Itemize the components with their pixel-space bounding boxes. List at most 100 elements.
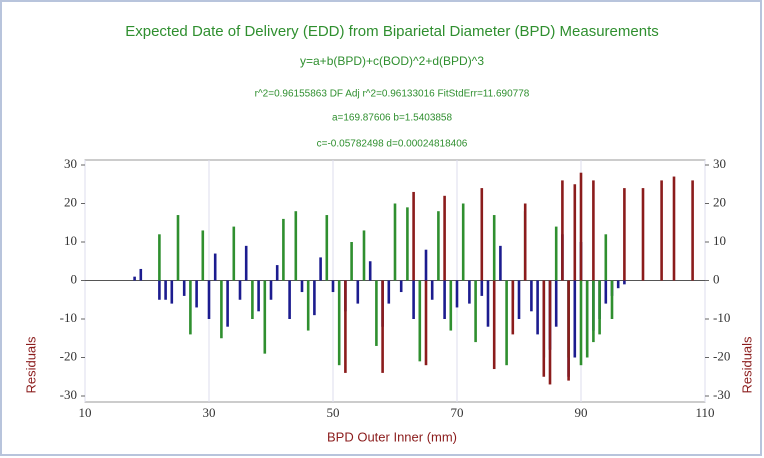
residual-bar — [189, 280, 192, 335]
y-tick-label: 10 — [64, 233, 77, 248]
residual-bar — [430, 280, 434, 300]
residual-bar — [604, 234, 608, 281]
subtitle: a=169.87606 b=1.5403858 — [332, 113, 453, 124]
subtitle: y=a+b(BPD)+c(BOD)^2+d(BPD)^3 — [300, 54, 484, 68]
residual-bar — [306, 280, 310, 331]
residual-bar — [672, 176, 676, 281]
residual-bar — [573, 184, 577, 281]
residual-bar — [418, 280, 422, 362]
residual-bar — [592, 180, 595, 281]
residual-bar — [164, 280, 167, 300]
residual-bar — [505, 280, 508, 366]
residual-bar — [393, 203, 397, 281]
residual-bar — [542, 280, 546, 377]
residual-bar — [499, 245, 502, 281]
y2-tick-label: 30 — [713, 156, 726, 171]
residual-bar — [579, 172, 583, 281]
residual-bar — [232, 226, 236, 281]
residual-bar — [554, 280, 558, 327]
residual-bar — [325, 215, 329, 281]
residual-bar — [480, 188, 484, 281]
residual-bar — [406, 207, 409, 281]
residual-bar — [573, 280, 577, 358]
residual-bar — [536, 280, 539, 335]
residual-bar — [387, 280, 391, 304]
residual-bar — [195, 280, 198, 308]
residual-bar — [362, 230, 366, 281]
residual-bar — [424, 249, 428, 281]
y-axis-label: Residuals — [23, 336, 38, 394]
residual-bar — [660, 180, 663, 281]
residual-bar — [350, 242, 353, 281]
residual-bar — [220, 280, 223, 339]
residual-bar — [375, 280, 378, 346]
residual-bar — [486, 280, 490, 327]
residual-bar — [176, 215, 180, 281]
residual-bar — [170, 280, 174, 304]
chart-title: Expected Date of Delivery (EDD) from Bip… — [125, 23, 659, 40]
residual-bar — [610, 280, 614, 319]
residual-bar — [319, 257, 322, 281]
residual-bar — [523, 203, 527, 281]
residual-bar — [201, 230, 205, 281]
residual-bar — [399, 280, 403, 293]
y-tick-label: 30 — [64, 156, 77, 171]
residual-bar — [288, 280, 291, 319]
residual-bar — [158, 234, 161, 281]
y2-tick-label: -20 — [713, 348, 730, 363]
x-axis-label: BPD Outer Inner (mm) — [327, 429, 457, 444]
residual-bar — [251, 280, 254, 319]
y2-axis-label: Residuals — [739, 336, 754, 394]
residual-bar — [263, 280, 267, 354]
x-tick-label: 30 — [203, 405, 216, 420]
y-tick-label: -20 — [60, 348, 77, 363]
residual-bar — [585, 280, 589, 358]
residual-bar — [492, 215, 496, 281]
residual-bar — [492, 280, 496, 370]
residual-bar — [381, 280, 384, 373]
residual-bar — [468, 280, 471, 304]
residual-bar — [592, 280, 595, 343]
residual-bar — [554, 226, 558, 281]
residual-bar — [337, 280, 341, 366]
residual-bar — [567, 280, 570, 381]
residual-bar — [561, 180, 564, 281]
x-tick-label: 90 — [575, 405, 588, 420]
residual-bar — [313, 280, 316, 316]
residual-bar — [424, 280, 428, 366]
residual-bar — [356, 280, 360, 304]
residual-bar — [257, 280, 260, 312]
residual-bar — [300, 280, 304, 293]
residual-bar — [158, 280, 161, 300]
residual-bar — [294, 211, 298, 281]
subtitle: c=-0.05782498 d=0.00024818406 — [317, 139, 468, 150]
residual-bar — [461, 203, 465, 281]
residual-bar — [282, 218, 285, 281]
residual-bar — [139, 268, 143, 281]
residual-bar — [641, 188, 645, 281]
y-tick-label: -10 — [60, 310, 77, 325]
residual-bar — [455, 280, 459, 308]
x-tick-label: 70 — [451, 405, 464, 420]
residual-bar — [437, 211, 440, 281]
residual-bar — [623, 188, 626, 281]
subtitle: r^2=0.96155863 DF Adj r^2=0.96133016 Fit… — [255, 89, 530, 100]
residual-bar — [226, 280, 229, 327]
residual-bar — [691, 180, 694, 281]
residual-bar — [238, 280, 242, 300]
y2-tick-label: -10 — [713, 310, 730, 325]
y-tick-label: 20 — [64, 194, 77, 209]
residual-bar — [443, 195, 446, 281]
residual-bar — [579, 280, 583, 366]
residual-bar — [616, 280, 620, 289]
residual-bar — [623, 280, 626, 285]
residual-bar — [412, 280, 415, 319]
residual-bar — [344, 280, 347, 373]
y-tick-label: 0 — [71, 271, 78, 286]
x-tick-label: 50 — [327, 405, 340, 420]
residual-bar — [182, 280, 186, 296]
residual-bar — [449, 280, 453, 331]
residual-bar — [548, 280, 552, 385]
